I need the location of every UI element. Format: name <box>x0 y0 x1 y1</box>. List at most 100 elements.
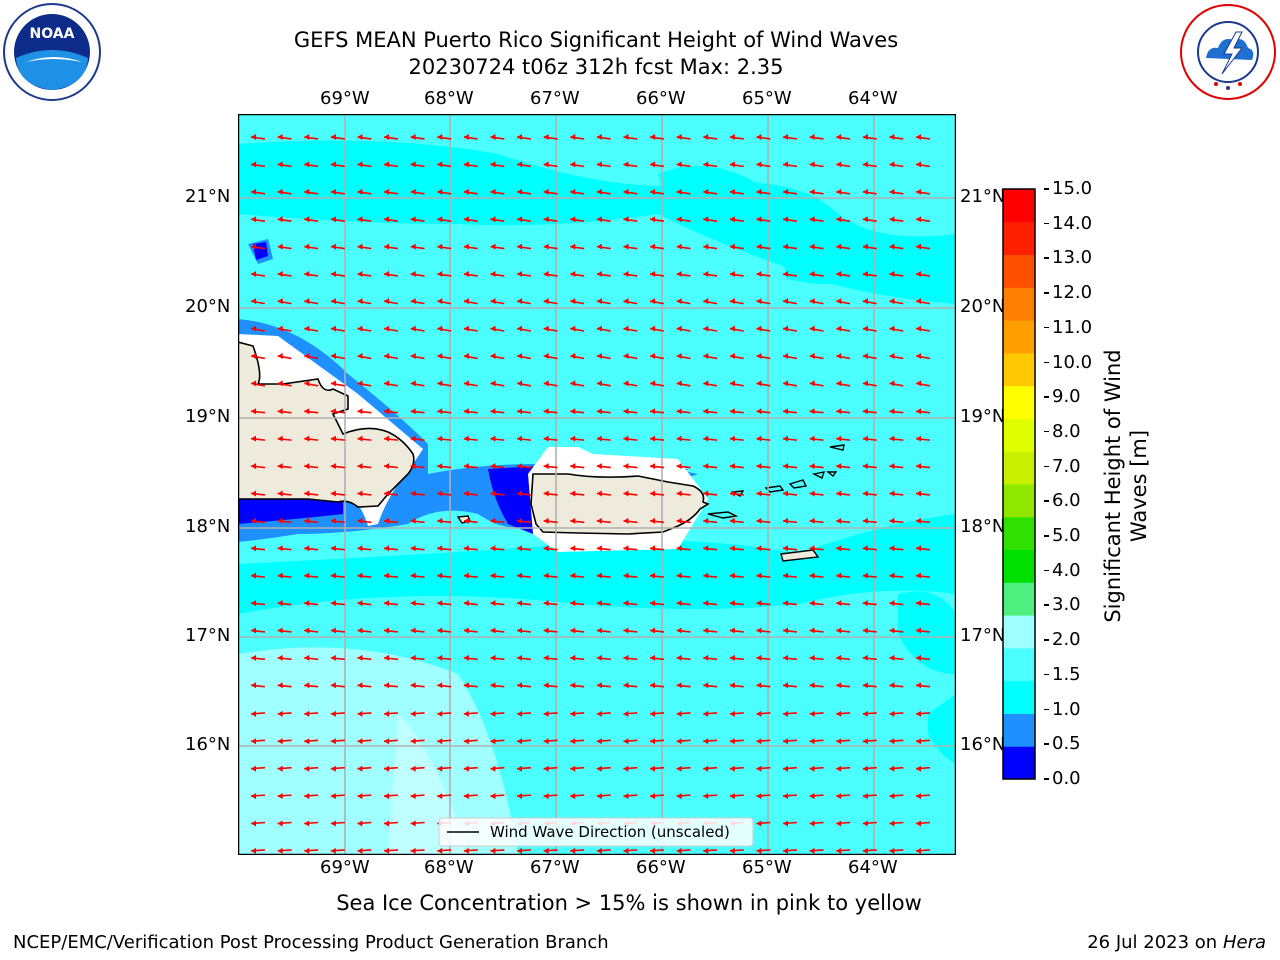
wave-direction-arrowhead <box>330 243 336 250</box>
wave-direction-arrowhead <box>490 380 496 387</box>
wave-direction-arrowhead <box>570 188 576 195</box>
wave-direction-arrowhead <box>304 545 310 552</box>
wave-direction-arrowhead <box>836 545 842 552</box>
wave-direction-arrowhead <box>277 847 283 854</box>
wave-direction-arrowhead <box>889 627 895 634</box>
wave-direction-arrowhead <box>437 435 443 442</box>
wave-direction-arrowhead <box>517 188 523 195</box>
lat-label: 21°N <box>960 186 1006 207</box>
wave-direction-arrowhead <box>703 847 709 854</box>
wave-direction-arrowhead <box>889 408 895 415</box>
footer-date: 26 Jul 2023 on Hera <box>1087 932 1266 953</box>
lat-label: 17°N <box>960 625 1006 646</box>
lat-label: 20°N <box>185 296 231 317</box>
wave-direction-arrowhead <box>463 298 469 305</box>
colorbar-segment <box>1003 680 1035 714</box>
wave-direction-arrowhead <box>570 298 576 305</box>
wave-direction-arrowhead <box>543 243 549 250</box>
wave-direction-arrowhead <box>862 490 868 497</box>
wave-direction-arrowhead <box>410 352 416 359</box>
wave-direction-arrowhead <box>836 216 842 223</box>
wave-direction-arrowhead <box>304 600 310 607</box>
colorbar-tick-label: 9.0 <box>1052 386 1081 408</box>
wave-direction-arrowhead <box>676 627 682 634</box>
wave-direction-arrowhead <box>570 765 576 772</box>
wave-direction-arrowhead <box>330 161 336 168</box>
colorbar-tick-label: 2.0 <box>1052 629 1081 651</box>
wave-direction-arrowhead <box>384 517 390 524</box>
wave-direction-arrowhead <box>384 682 390 689</box>
wave-direction-arrowhead <box>410 216 416 223</box>
wave-direction-arrowhead <box>410 408 416 415</box>
wave-direction-arrowhead <box>916 820 922 827</box>
wave-direction-arrowhead <box>650 572 656 579</box>
wave-direction-arrowhead <box>862 243 868 250</box>
wave-direction-arrowhead <box>783 298 789 305</box>
wave-direction-arrowhead <box>330 517 336 524</box>
wave-direction-arrowhead <box>596 435 602 442</box>
wave-direction-arrowhead <box>437 517 443 524</box>
wave-direction-arrowhead <box>517 408 523 415</box>
wave-direction-arrowhead <box>304 463 310 470</box>
wave-direction-arrowhead <box>596 654 602 661</box>
wave-direction-arrowhead <box>676 517 682 524</box>
wave-direction-arrowhead <box>650 793 656 800</box>
wave-direction-arrowhead <box>437 682 443 689</box>
colorbar-tick-label: 3.0 <box>1052 594 1081 616</box>
wave-direction-arrowhead <box>517 600 523 607</box>
wave-direction-arrowhead <box>251 352 257 359</box>
wave-direction-arrowhead <box>676 435 682 442</box>
wave-direction-arrowhead <box>543 710 549 717</box>
wave-direction-arrowhead <box>862 325 868 332</box>
wave-direction-arrowhead <box>277 627 283 634</box>
wave-direction-arrowhead <box>437 188 443 195</box>
wave-direction-arrowhead <box>862 517 868 524</box>
wave-direction-arrowhead <box>729 243 735 250</box>
wave-direction-arrowhead <box>543 298 549 305</box>
wave-direction-arrowhead <box>330 765 336 772</box>
wave-direction-arrowhead <box>623 435 629 442</box>
wave-direction-arrowhead <box>330 738 336 745</box>
wave-direction-arrowhead <box>836 408 842 415</box>
wave-direction-arrowhead <box>889 188 895 195</box>
wave-direction-arrowhead <box>676 793 682 800</box>
wave-direction-arrowhead <box>490 600 496 607</box>
wave-direction-arrowhead <box>251 134 257 141</box>
wave-direction-arrowhead <box>330 435 336 442</box>
wave-direction-arrowhead <box>543 600 549 607</box>
wave-direction-arrowhead <box>862 408 868 415</box>
wave-direction-arrowhead <box>916 738 922 745</box>
wave-direction-arrowhead <box>304 188 310 195</box>
wave-direction-arrowhead <box>384 298 390 305</box>
wave-direction-arrowhead <box>703 161 709 168</box>
wave-direction-arrowhead <box>384 654 390 661</box>
wave-direction-arrowhead <box>330 463 336 470</box>
wave-direction-arrowhead <box>783 408 789 415</box>
wave-direction-arrowhead <box>756 271 762 278</box>
wave-direction-arrowhead <box>570 352 576 359</box>
wave-direction-arrowhead <box>437 847 443 854</box>
wave-direction-arrowhead <box>517 216 523 223</box>
wave-direction-arrowhead <box>357 682 363 689</box>
wave-direction-arrowhead <box>596 134 602 141</box>
colorbar-segment <box>1003 713 1035 747</box>
wave-direction-arrowhead <box>889 600 895 607</box>
colorbar-segment <box>1003 254 1035 288</box>
wave-direction-arrowhead <box>357 710 363 717</box>
wave-direction-arrowhead <box>277 710 283 717</box>
wave-direction-arrowhead <box>543 161 549 168</box>
wave-direction-arrowhead <box>756 216 762 223</box>
wave-direction-arrowhead <box>463 793 469 800</box>
wave-direction-arrowhead <box>384 435 390 442</box>
wave-direction-arrowhead <box>543 380 549 387</box>
wave-direction-arrowhead <box>596 271 602 278</box>
colorbar-tick-mark <box>1044 430 1049 433</box>
wave-field-1-5 <box>238 114 955 237</box>
colorbar-segment <box>1003 451 1035 485</box>
wave-direction-arrowhead <box>277 463 283 470</box>
wave-direction-arrowhead <box>463 738 469 745</box>
colorbar-segment <box>1003 287 1035 321</box>
wave-direction-arrowhead <box>517 765 523 772</box>
wave-direction-arrowhead <box>676 134 682 141</box>
wave-direction-arrowhead <box>384 134 390 141</box>
